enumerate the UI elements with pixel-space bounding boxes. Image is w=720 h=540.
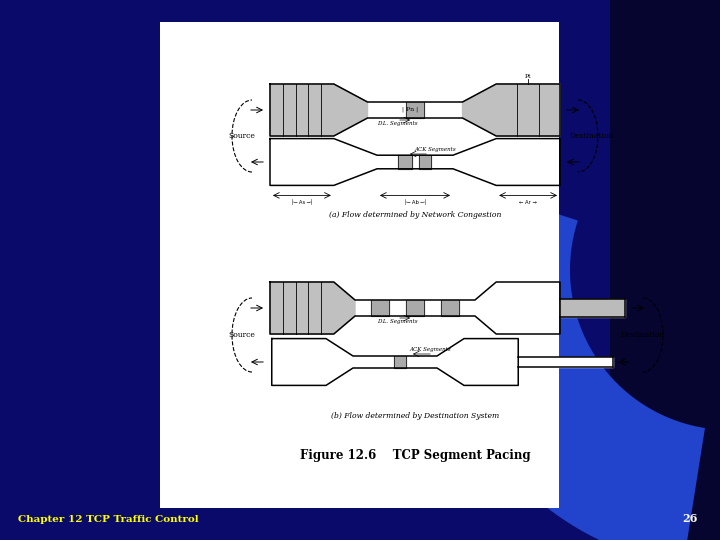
Text: (b) Flow determined by Destination System: (b) Flow determined by Destination Syste… <box>331 412 499 420</box>
Text: (a) Flow determined by Network Congestion: (a) Flow determined by Network Congestio… <box>329 211 501 219</box>
Polygon shape <box>398 155 412 169</box>
Text: 26: 26 <box>683 512 698 523</box>
Text: ← Ar →: ← Ar → <box>519 200 537 205</box>
Text: Destination: Destination <box>570 132 614 140</box>
Text: Figure 12.6    TCP Segment Pacing: Figure 12.6 TCP Segment Pacing <box>300 449 531 462</box>
Text: | Pn |: | Pn | <box>402 106 418 112</box>
Bar <box>610 0 720 540</box>
Polygon shape <box>406 300 424 316</box>
Text: D.L. Segments: D.L. Segments <box>377 319 418 323</box>
Polygon shape <box>560 299 625 317</box>
Polygon shape <box>462 84 560 136</box>
Text: D.L. Segments: D.L. Segments <box>377 120 418 125</box>
Text: ├─ As ─┤: ├─ As ─┤ <box>291 199 313 205</box>
Polygon shape <box>371 300 389 316</box>
Polygon shape <box>270 282 355 334</box>
Polygon shape <box>419 155 431 169</box>
Text: ACK Segments: ACK Segments <box>409 348 451 353</box>
Polygon shape <box>394 356 406 368</box>
Text: Source: Source <box>228 331 256 339</box>
Text: Source: Source <box>228 132 256 140</box>
Polygon shape <box>518 357 613 367</box>
Text: ├─ Ab ─┤: ├─ Ab ─┤ <box>404 199 426 205</box>
Text: Chapter 12 TCP Traffic Control: Chapter 12 TCP Traffic Control <box>18 516 199 524</box>
Polygon shape <box>406 102 424 118</box>
Bar <box>160 22 559 508</box>
PathPatch shape <box>430 177 705 540</box>
Text: Pt: Pt <box>525 73 531 78</box>
Text: ACK Segments: ACK Segments <box>414 147 456 152</box>
Polygon shape <box>270 84 367 136</box>
Text: Destination: Destination <box>621 331 665 339</box>
Polygon shape <box>441 300 459 316</box>
